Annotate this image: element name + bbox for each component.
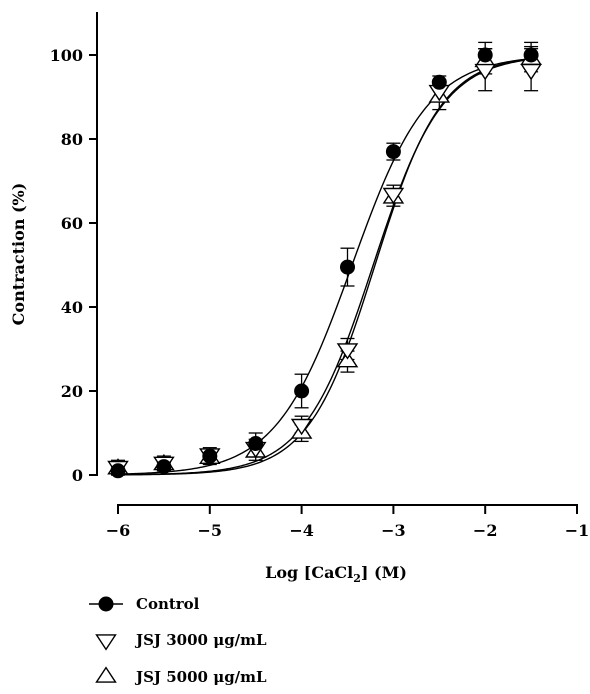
- data-point: [248, 436, 264, 451]
- y-tick-label: 60: [61, 214, 83, 233]
- x-tick-label: −6: [106, 521, 131, 540]
- data-point: [95, 666, 117, 683]
- legend-label: Control: [136, 595, 200, 613]
- data-point: [98, 596, 114, 612]
- legend-label: JSJ 3000 μg/mL: [134, 631, 267, 649]
- data-point: [385, 144, 401, 160]
- data-point: [290, 418, 313, 436]
- y-tick-label: 100: [50, 46, 83, 65]
- fit-curve: [117, 58, 532, 476]
- legend-item: JSJ 3000 μg/mL: [95, 631, 267, 651]
- x-tick-label: −1: [565, 521, 590, 540]
- x-tick-label: −4: [289, 521, 314, 540]
- data-point: [520, 63, 542, 81]
- data-point: [95, 634, 117, 651]
- legend-item: Control: [89, 595, 200, 613]
- legend-label: JSJ 5000 μg/mL: [134, 668, 267, 686]
- fit-curve: [117, 58, 532, 475]
- data-markers: [107, 47, 542, 479]
- axes: [96, 12, 578, 506]
- data-point: [340, 259, 355, 275]
- data-point: [477, 47, 493, 63]
- y-axis-title: Contraction (%): [9, 183, 28, 326]
- y-tick-label: 80: [61, 130, 83, 149]
- data-point: [523, 47, 539, 63]
- x-tick-label: −2: [473, 521, 498, 540]
- error-bars: [111, 41, 539, 476]
- data-point: [294, 383, 310, 399]
- y-tick-label: 20: [61, 382, 83, 401]
- legend: Control JSJ 3000 μg/mL JSJ 5000 μg/mL: [89, 595, 267, 686]
- x-tick-label: −3: [381, 521, 406, 540]
- legend-item: JSJ 5000 μg/mL: [95, 666, 267, 686]
- data-point: [110, 463, 126, 479]
- data-point: [336, 343, 359, 360]
- fit-curve: [117, 58, 532, 476]
- fitted-curves: [117, 58, 532, 476]
- data-point: [156, 459, 172, 475]
- y-tick-label: 0: [72, 466, 83, 485]
- data-point: [431, 74, 447, 90]
- x-tick-label: −5: [198, 521, 223, 540]
- y-tick-label: 40: [61, 298, 83, 317]
- x-axis-title: Log [CaCl2] (M): [265, 563, 407, 585]
- data-point: [202, 448, 218, 464]
- data-point: [382, 187, 405, 205]
- x-axis-ticks: −6 −5 −4 −3 −2 −1: [106, 505, 590, 540]
- data-point: [474, 63, 496, 81]
- y-axis-ticks: 0 20 40 60 80 100: [50, 46, 97, 485]
